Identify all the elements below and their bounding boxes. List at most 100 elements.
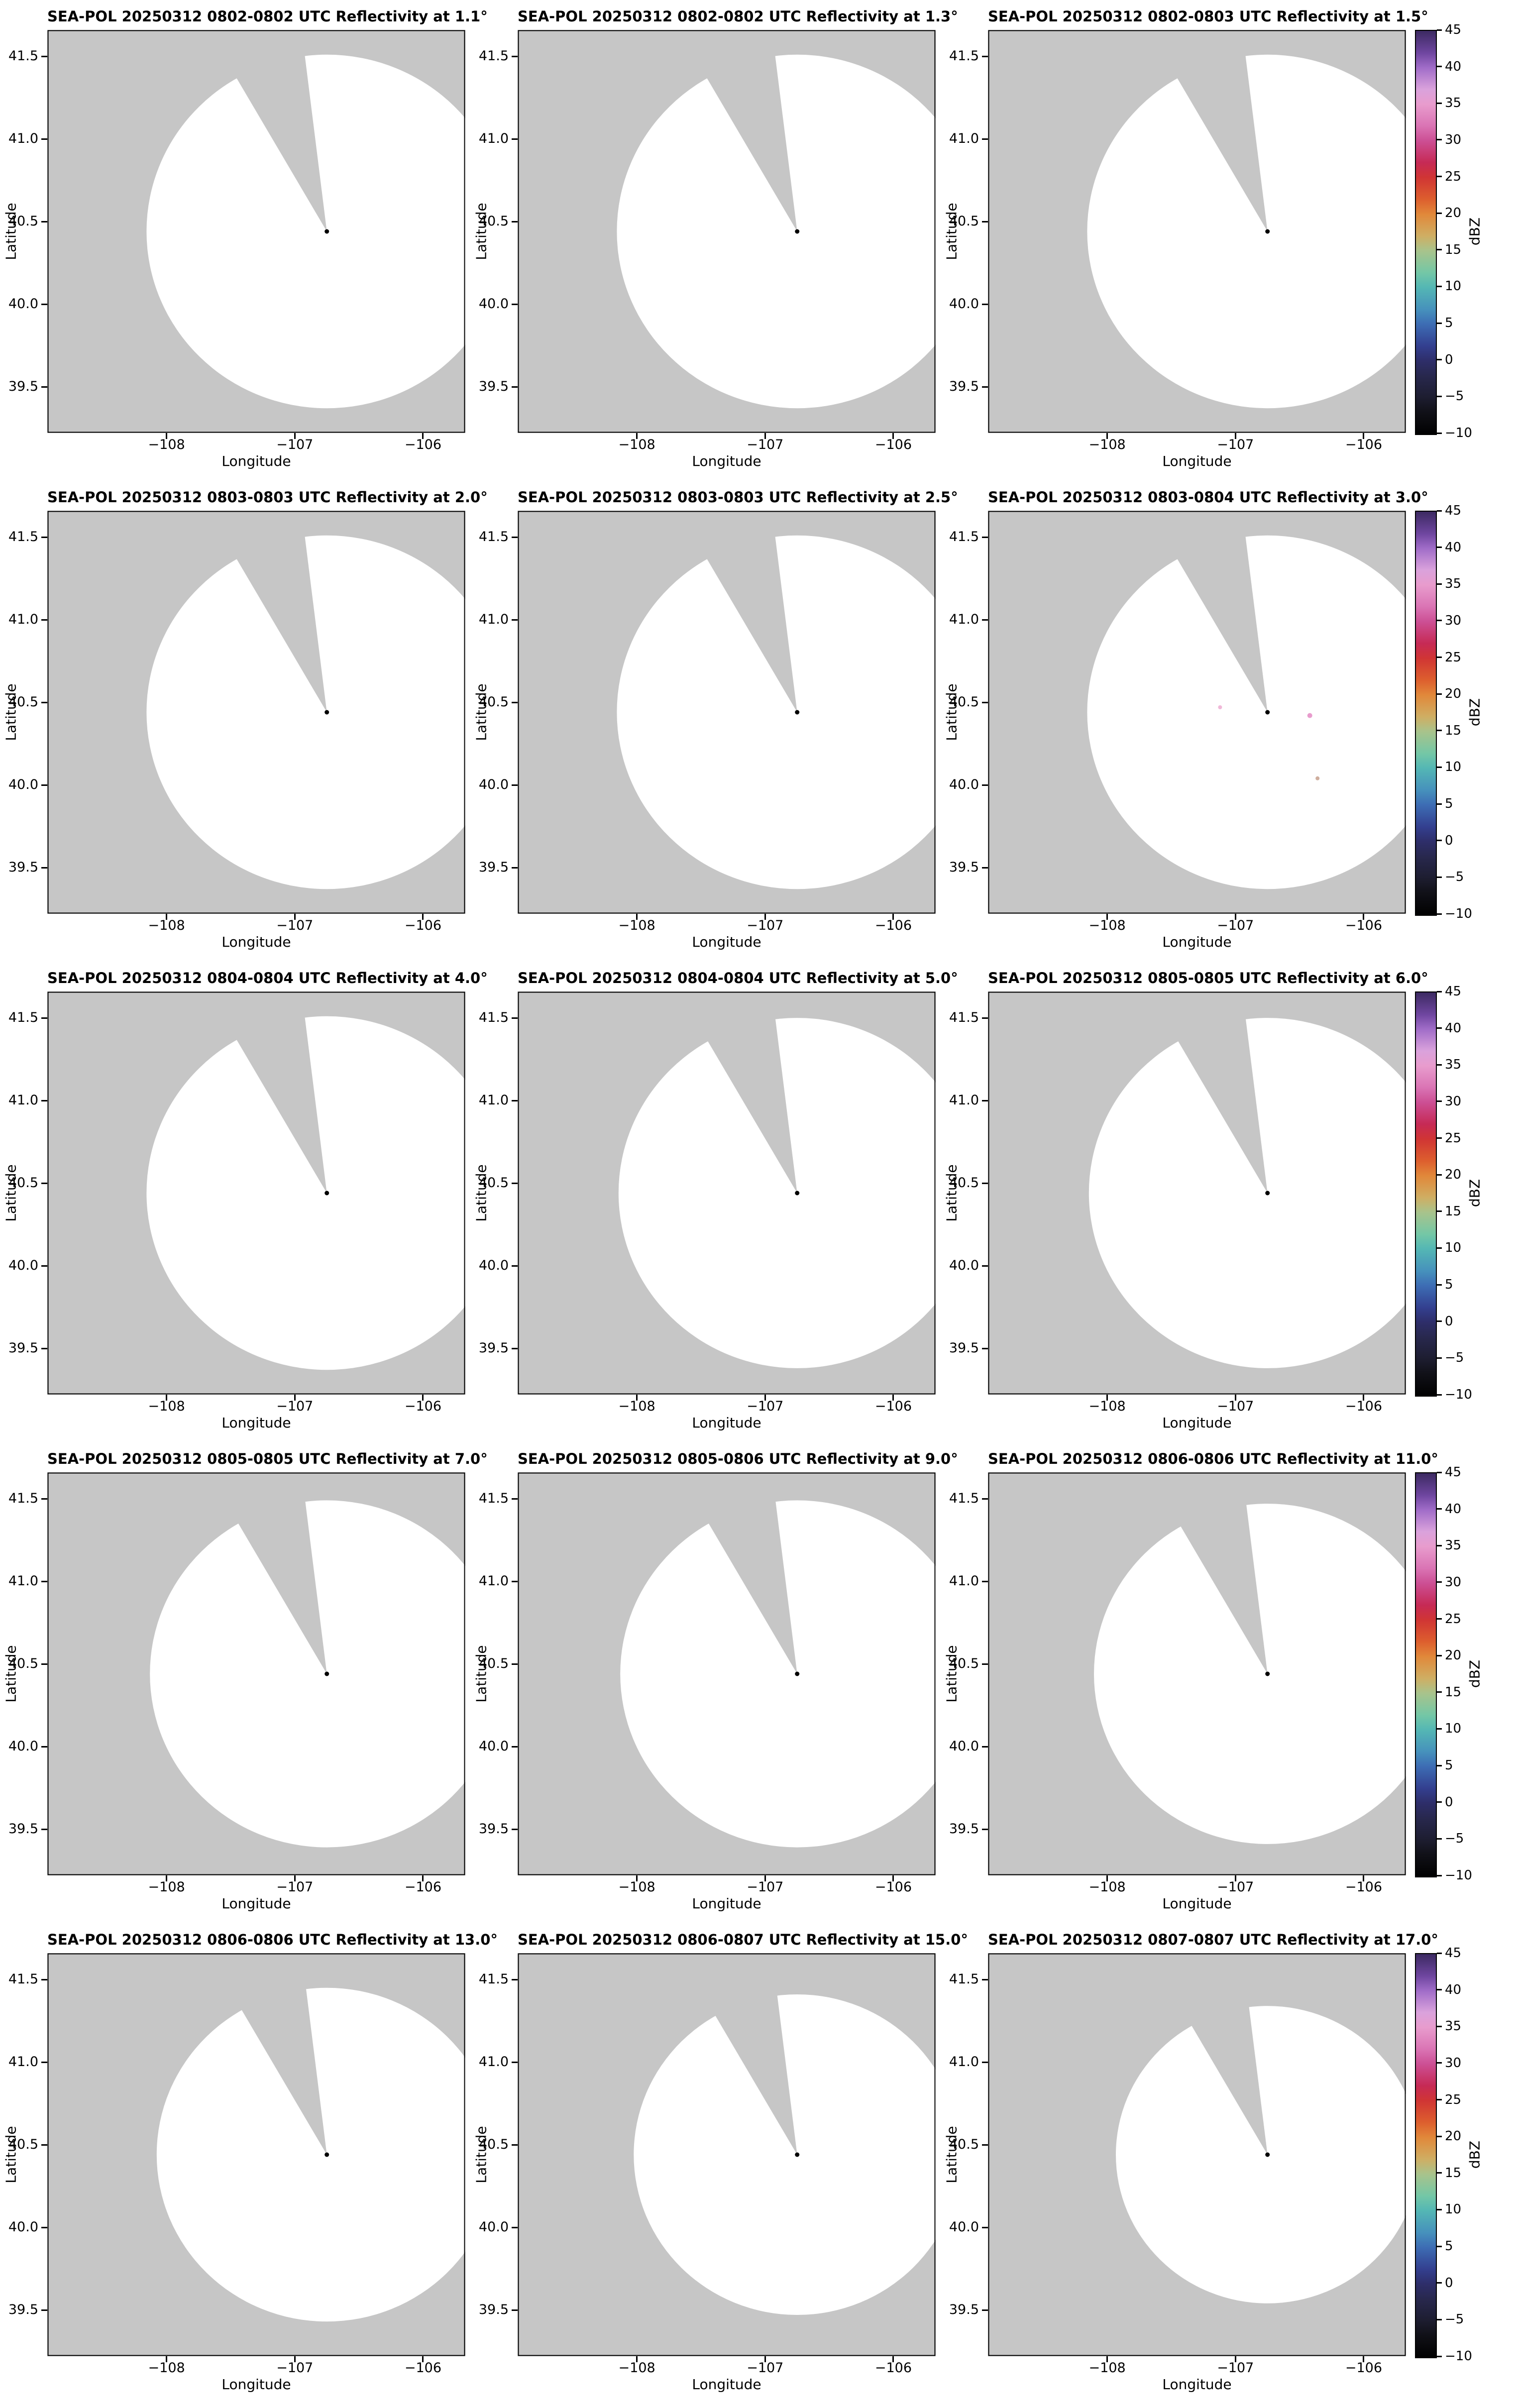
plot-axes: −108 −107 −106 39.5 40.0 40.5 41.0 41.5 [479,30,936,452]
axes-border [47,991,465,1395]
y-tick-mark [982,55,988,57]
y-tick-mark [41,303,47,305]
colorbar-tick-label: 30 [1445,613,1462,628]
x-axis-label: Longitude [692,2376,761,2393]
y-tick-mark [41,701,47,703]
y-tick-mark [41,1017,47,1019]
y-tick-label: 40.0 [478,296,509,312]
y-tick-mark [41,1265,47,1267]
colorbar-tick-mark [1437,212,1442,214]
y-tick-label: 41.5 [949,48,979,64]
x-tick-label: −108 [1088,918,1126,933]
colorbar-tick-mark [1437,1952,1442,1954]
y-tick-label: 40.5 [478,1656,509,1672]
y-tick-label: 40.5 [8,1656,38,1672]
x-tick-mark [636,2356,638,2362]
blocked-sector [681,991,797,1193]
x-tick-label: −107 [276,2360,314,2376]
y-tick-mark [982,1580,988,1582]
axes-border [518,30,936,433]
y-axis-label: Latitude [943,2126,960,2184]
y-tick-mark [41,1746,47,1748]
y-tick-label: 40.5 [8,694,38,710]
y-tick-mark [512,701,518,703]
colorbar-tick-label: 20 [1445,686,1462,702]
x-tick-mark [1106,1875,1108,1881]
figure-row: 45 40 35 30 25 20 15 10 5 0 −5 −10 dBZ SEA-POL 20250… [0,4,1517,485]
colorbar-tick-mark [1437,176,1442,178]
ppi-plot [518,1472,936,1875]
colorbar-tick-label: 5 [1445,316,1453,331]
colorbar-title: dBZ [1466,1179,1483,1207]
colorbar-tick-label: 5 [1445,1277,1453,1293]
panel-title: SEA-POL 20250312 0805-0805 UTC Reflectiv… [988,970,1428,986]
figure-row: 45 40 35 30 25 20 15 10 5 0 −5 −10 dBZ SEA-POL 20250… [0,966,1517,1446]
y-tick-mark [41,55,47,57]
coverage-circle [617,535,936,889]
coverage-circle [618,1018,936,1368]
coverage-circle [146,1016,465,1370]
x-tick-mark [1106,914,1108,920]
blocked-sector [210,511,327,712]
y-tick-mark [41,1099,47,1101]
y-tick-mark [41,867,47,869]
x-tick-mark [1234,433,1236,439]
colorbar-tick-mark [1437,66,1442,68]
colorbar-title: dBZ [1466,2140,1483,2169]
colorbar-tick-mark [1437,1581,1442,1583]
y-tick-mark [512,220,518,222]
colorbar-tick-mark [1437,2135,1442,2137]
y-tick-mark [41,784,47,786]
plot-axes: −108 −107 −106 39.5 40.0 40.5 41.0 41.5 [479,1953,936,2376]
y-tick-mark [512,386,518,388]
ppi-panel: SEA-POL 20250312 0806-0806 UTC Reflectiv… [941,1446,1438,1924]
x-tick-label: −108 [148,437,185,452]
colorbar-tick-mark [1437,2318,1442,2320]
y-axis-label: Latitude [2,1645,19,1703]
panel-title: SEA-POL 20250312 0806-0807 UTC Reflectiv… [518,1931,968,1948]
y-tick-label: 41.5 [949,1971,979,1987]
x-tick-label: −107 [747,437,784,452]
x-tick-label: −107 [1217,1879,1254,1895]
y-tick-mark [512,1182,518,1184]
x-tick-label: −107 [747,1879,784,1895]
ppi-plot [988,30,1406,433]
y-tick-mark [512,536,518,538]
radar-location-dot [1265,1671,1270,1676]
y-tick-label: 41.0 [8,2054,38,2070]
x-tick-mark [1363,1875,1365,1881]
colorbar-tick-label: 20 [1445,206,1462,221]
y-tick-label: 41.5 [949,1010,979,1026]
colorbar-tick-label: 30 [1445,2055,1462,2071]
y-tick-mark [41,1663,47,1665]
colorbar-tick-mark [1437,2245,1442,2247]
ppi-panel: SEA-POL 20250312 0802-0802 UTC Reflectiv… [0,4,488,482]
colorbar-tick-label: 25 [1445,1611,1462,1627]
ppi-plot [47,511,465,914]
y-tick-mark [512,1580,518,1582]
colorbar-tick-mark [1437,1027,1442,1029]
x-tick-mark [166,1875,168,1881]
y-tick-mark [982,1017,988,1019]
colorbar-tick-label: 10 [1445,1240,1462,1256]
colorbar-tick-mark [1437,1508,1442,1510]
colorbar-tick-mark [1437,2208,1442,2210]
y-tick-label: 39.5 [8,1340,38,1356]
blocked-sector [691,1953,797,2155]
colorbar-tick-label: 45 [1445,984,1462,999]
y-tick-label: 41.5 [8,1971,38,1987]
plot-axes: −108 −107 −106 39.5 40.0 40.5 41.0 41.5 [949,511,1406,933]
y-tick-label: 40.0 [949,1258,979,1274]
colorbar-gradient [1415,1472,1437,1877]
y-tick-mark [982,1347,988,1349]
y-axis-label: Latitude [473,1164,490,1222]
y-tick-label: 40.0 [8,1258,38,1274]
colorbar-tick-label: 35 [1445,1057,1462,1073]
y-tick-label: 41.0 [478,131,509,147]
x-tick-mark [422,433,424,439]
y-axis-label: Latitude [943,683,960,741]
colorbar-tick-mark [1437,1691,1442,1693]
x-tick-mark [1234,1875,1236,1881]
blocked-sector [682,1472,797,1674]
y-tick-label: 41.5 [8,1491,38,1507]
